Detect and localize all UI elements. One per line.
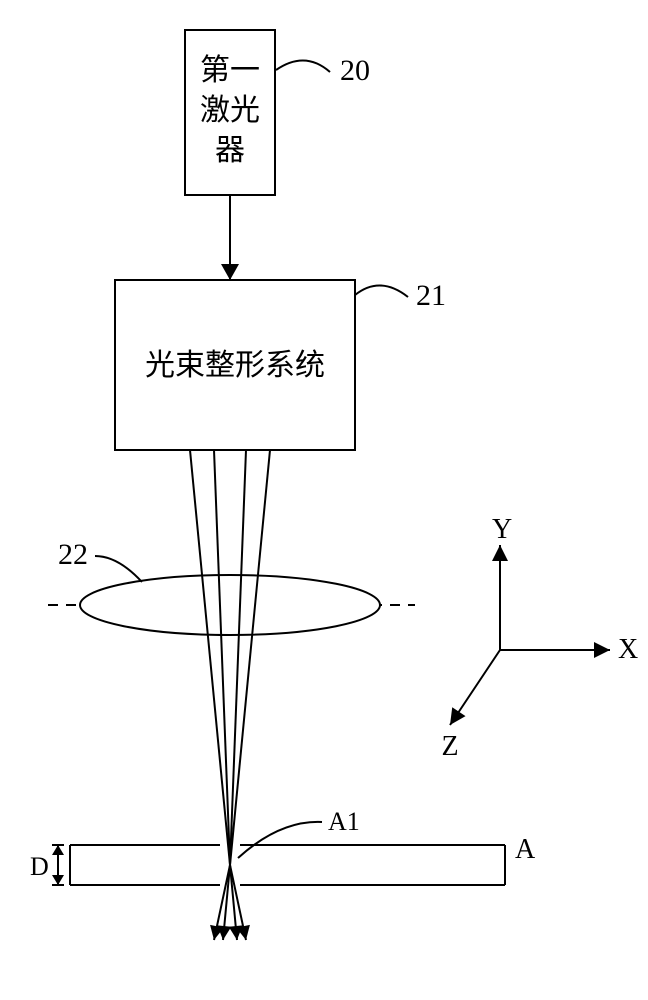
label-22: 22 — [58, 538, 88, 571]
label-A: A — [515, 834, 536, 865]
label-D: D — [30, 852, 49, 881]
axis-y-label: Y — [492, 514, 512, 545]
laser-box: 第一激光器 20 — [185, 30, 370, 195]
axis-z-label: Z — [441, 731, 458, 762]
label-21: 21 — [416, 279, 446, 312]
axes: X Y Z — [441, 514, 638, 762]
label-20: 20 — [340, 54, 370, 87]
laser-box-text: 第一 — [200, 54, 260, 87]
lens: 22 — [48, 538, 415, 635]
axis-x-label: X — [618, 634, 638, 665]
arrow-laser-to-shaper — [221, 195, 239, 280]
laser-box-text: 器 — [215, 134, 245, 167]
beam-shaper-box: 光束整形系统 21 — [115, 279, 446, 450]
label-A1: A1 — [328, 807, 360, 836]
plate: A A1 D — [30, 807, 536, 885]
beam-rays — [190, 450, 270, 940]
beam-shaper-text: 光束整形系统 — [145, 349, 325, 382]
laser-box-text: 激光 — [200, 94, 260, 127]
laser-leader — [276, 60, 330, 72]
